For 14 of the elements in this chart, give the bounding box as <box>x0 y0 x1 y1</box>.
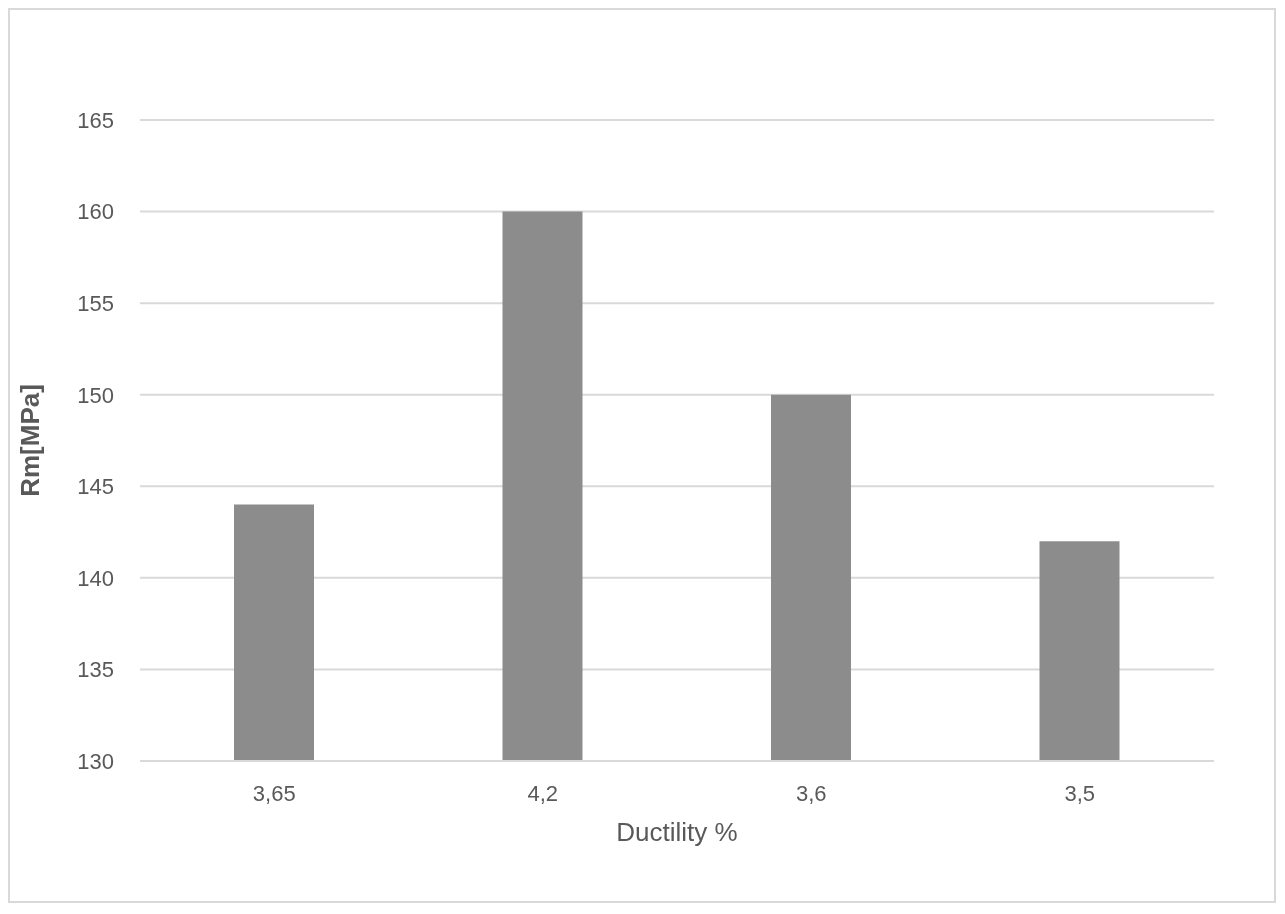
y-axis-title: Rm[MPa] <box>15 384 46 497</box>
y-tick-label: 165 <box>77 107 114 133</box>
y-tick-label: 135 <box>77 657 114 683</box>
y-tick-label: 130 <box>77 748 114 774</box>
y-tick-label: 140 <box>77 565 114 591</box>
y-tick-label: 150 <box>77 382 114 408</box>
x-tick-label: 3,65 <box>252 780 296 806</box>
y-tick-label: 155 <box>77 290 114 316</box>
x-tick-label: 3,5 <box>1064 780 1096 806</box>
x-tick-label: 3,6 <box>795 780 827 806</box>
x-tick-label: 4,2 <box>527 780 559 806</box>
y-tick-label: 145 <box>77 474 114 500</box>
x-axis-title: Ductility % <box>616 817 738 847</box>
y-tick-label: 160 <box>77 199 114 225</box>
